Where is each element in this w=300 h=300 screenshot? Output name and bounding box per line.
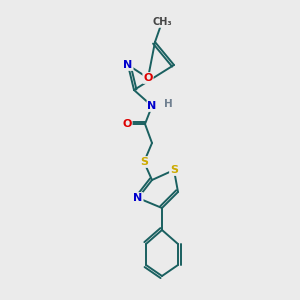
- Text: O: O: [122, 119, 132, 129]
- Text: N: N: [123, 60, 133, 70]
- Text: S: S: [170, 165, 178, 175]
- Text: S: S: [140, 157, 148, 167]
- Text: N: N: [147, 101, 157, 111]
- Text: N: N: [134, 193, 142, 203]
- Text: H: H: [164, 99, 172, 109]
- Text: O: O: [143, 73, 153, 83]
- Text: CH₃: CH₃: [152, 17, 172, 27]
